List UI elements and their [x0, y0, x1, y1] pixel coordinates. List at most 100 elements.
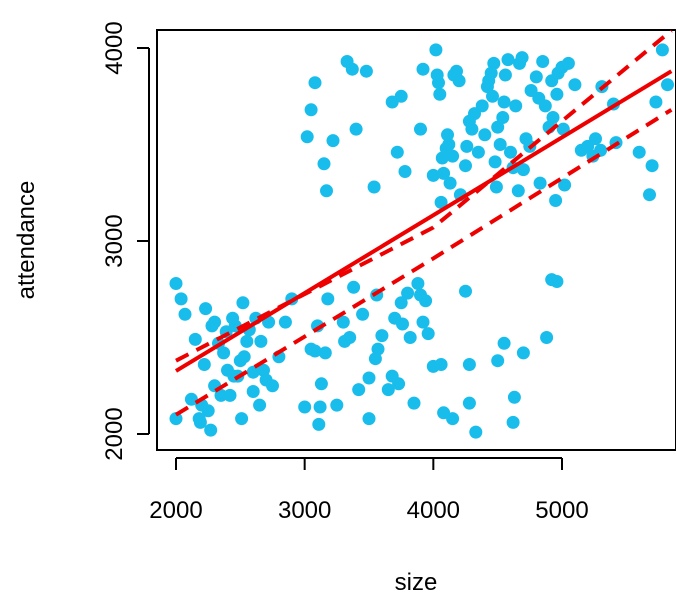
- data-point: [217, 346, 231, 360]
- data-point: [237, 350, 251, 364]
- data-point: [266, 379, 279, 393]
- data-point: [497, 95, 511, 109]
- data-point: [533, 176, 547, 190]
- data-point: [304, 103, 318, 117]
- data-point: [589, 132, 602, 146]
- data-point: [516, 346, 530, 360]
- data-point: [336, 315, 350, 329]
- data-point: [649, 95, 663, 109]
- data-point: [421, 327, 435, 341]
- data-point: [184, 392, 198, 406]
- data-point: [645, 159, 659, 173]
- data-point: [465, 122, 479, 136]
- data-point: [643, 188, 656, 202]
- data-point: [446, 412, 460, 426]
- data-point: [496, 111, 510, 124]
- data-point: [433, 87, 447, 101]
- data-point: [253, 398, 267, 412]
- data-point: [632, 145, 646, 159]
- data-point: [312, 417, 326, 431]
- data-point: [352, 383, 366, 397]
- data-point: [511, 184, 525, 198]
- data-point: [442, 138, 456, 151]
- data-point: [504, 145, 517, 159]
- data-point: [375, 329, 389, 343]
- data-point: [362, 412, 376, 426]
- data-point: [469, 425, 483, 439]
- data-point: [568, 78, 582, 92]
- data-point: [493, 138, 507, 151]
- data-point: [314, 377, 328, 391]
- confidence-band-upper: [175, 30, 673, 363]
- y-axis-label: attendance: [13, 181, 40, 300]
- confidence-band-lower: [174, 108, 673, 417]
- data-point: [516, 163, 530, 177]
- fit-lines: [174, 30, 673, 417]
- data-point: [359, 64, 373, 78]
- data-point: [223, 388, 237, 402]
- data-point: [419, 294, 433, 308]
- data-point: [489, 180, 503, 194]
- data-point: [459, 159, 472, 173]
- data-point: [416, 62, 430, 76]
- data-point: [204, 423, 218, 437]
- data-point: [199, 302, 213, 316]
- data-point: [491, 354, 505, 368]
- data-point: [452, 74, 466, 88]
- data-point: [414, 122, 427, 136]
- data-point: [308, 76, 322, 90]
- data-point: [313, 400, 327, 414]
- data-point: [298, 400, 312, 414]
- data-point: [349, 122, 363, 136]
- data-point: [403, 331, 417, 344]
- data-point: [429, 43, 443, 57]
- data-point: [308, 344, 322, 358]
- data-point: [462, 358, 476, 371]
- data-point: [214, 388, 228, 402]
- data-point: [529, 70, 543, 84]
- x-tick-label: 4000: [407, 497, 460, 524]
- data-point: [320, 184, 333, 198]
- data-point: [407, 396, 421, 410]
- data-point: [411, 277, 425, 290]
- data-point: [497, 336, 511, 350]
- data-point: [546, 111, 560, 124]
- data-point: [486, 89, 499, 103]
- x-tick-label: 2000: [149, 497, 202, 524]
- data-point: [201, 404, 215, 418]
- data-point: [498, 68, 512, 82]
- data-point: [515, 51, 529, 65]
- x-axis-label: size: [395, 569, 438, 596]
- data-point: [235, 412, 249, 426]
- data-point: [506, 415, 520, 429]
- data-point: [434, 195, 448, 209]
- data-point: [661, 78, 674, 92]
- x-axis: 2000 3000 4000 5000: [149, 457, 589, 524]
- data-point: [326, 134, 340, 148]
- data-point: [462, 396, 476, 410]
- data-point: [487, 56, 501, 70]
- data-point: [471, 145, 485, 159]
- data-point: [475, 99, 489, 113]
- data-point: [193, 415, 207, 429]
- data-point: [246, 385, 260, 398]
- data-point: [561, 56, 575, 70]
- data-point: [401, 286, 415, 300]
- data-point: [169, 412, 183, 426]
- y-axis: 2000 3000 4000: [101, 21, 150, 461]
- data-point: [208, 315, 222, 329]
- data-point: [434, 358, 448, 371]
- data-point: [396, 317, 409, 331]
- data-point: [178, 307, 192, 321]
- data-point: [441, 128, 454, 142]
- data-point: [345, 62, 359, 76]
- data-point: [371, 342, 385, 356]
- data-point: [507, 390, 521, 404]
- data-point: [390, 145, 404, 159]
- data-point: [254, 334, 268, 348]
- data-point: [174, 292, 188, 306]
- data-point: [278, 315, 292, 329]
- data-point: [558, 178, 572, 192]
- data-point: [381, 383, 395, 397]
